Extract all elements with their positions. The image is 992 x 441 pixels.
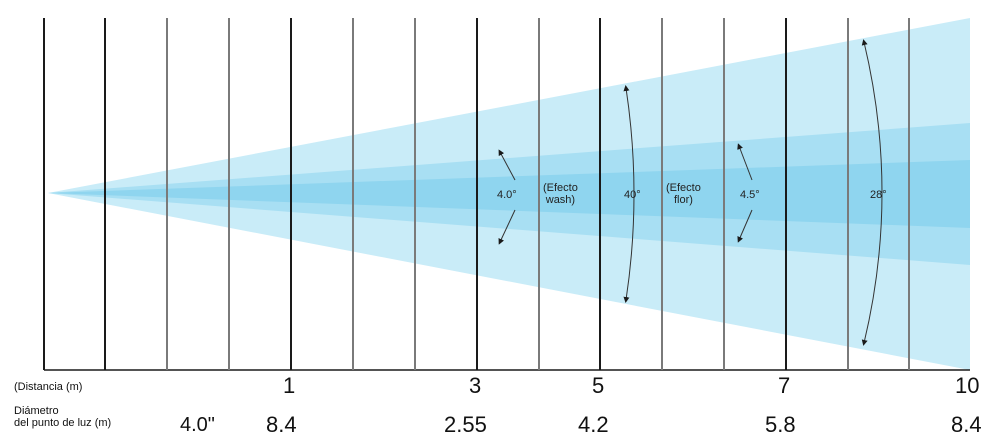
beam-core-cone: [48, 160, 970, 228]
diameter-row-label-line2: del punto de luz (m): [14, 417, 112, 429]
effect-wash-line1: (Efecto: [543, 182, 578, 194]
angle-arrow-b: [623, 85, 635, 303]
diameter-row-label-line1: Diámetro: [14, 405, 59, 417]
diameter-value: 4.2: [578, 412, 609, 437]
distance-tick: 5: [592, 373, 605, 398]
diameter-value: 8.4: [266, 412, 297, 437]
angle-arrow-a-upper: [498, 149, 516, 181]
diameter-value: 8.4: [951, 412, 982, 437]
distance-lines: [43, 18, 910, 370]
diameter-value: 4.0": [180, 414, 215, 436]
effect-flor-label: (Efecto flor): [666, 182, 701, 206]
angle-label-a: 4.0°: [497, 189, 517, 201]
distance-tick: 10: [955, 373, 980, 398]
effect-flor-line2: flor): [673, 194, 693, 206]
diameter-row-label: Diámetro del punto de luz (m): [14, 405, 111, 429]
effect-wash-label: (Efecto wash): [543, 182, 578, 206]
diameter-value: 2.55: [444, 412, 487, 437]
angle-arrow-c-upper: [737, 143, 753, 181]
distance-tick: 3: [469, 373, 482, 398]
angle-label-b: 40°: [624, 189, 641, 201]
angle-arrow-d: [861, 39, 883, 346]
angle-arrow-c-lower: [737, 209, 753, 243]
distance-tick: 7: [778, 373, 791, 398]
diameter-value: 5.8: [765, 412, 796, 437]
angle-label-d: 28°: [870, 189, 887, 201]
distance-row-label: (Distancia (m): [14, 381, 83, 393]
distance-tick: 1: [283, 373, 296, 398]
angle-label-c: 4.5°: [740, 189, 760, 201]
angle-arrows: [498, 39, 883, 346]
effect-wash-line2: wash): [545, 194, 576, 206]
effect-flor-line1: (Efecto: [666, 182, 701, 194]
angle-arrow-a-lower: [498, 209, 516, 245]
